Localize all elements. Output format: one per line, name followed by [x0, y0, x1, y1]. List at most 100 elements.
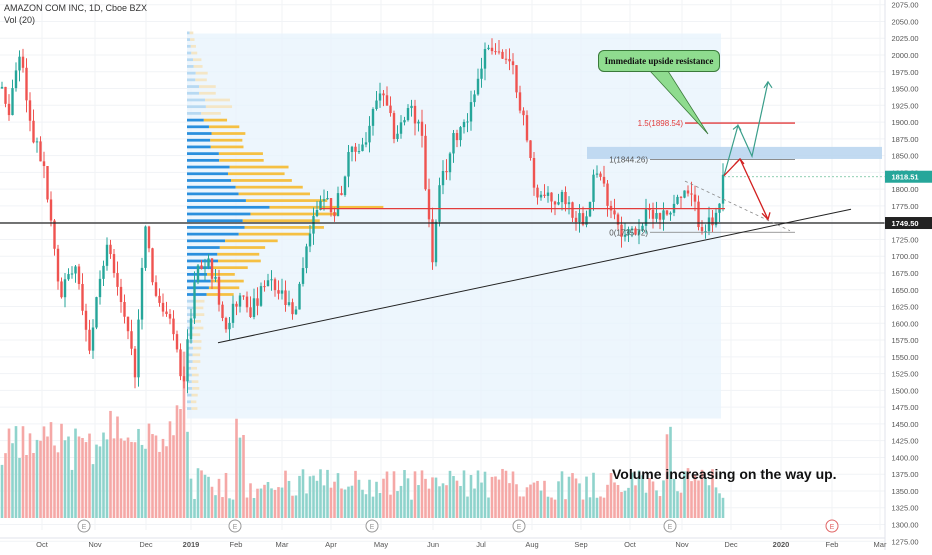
candle-body [298, 283, 301, 310]
candle-body [53, 220, 56, 249]
profile-row-up [187, 138, 211, 142]
candle-body [480, 68, 483, 79]
support-price-box [885, 217, 932, 230]
profile-row-down [210, 138, 243, 142]
profile-row-down [194, 313, 205, 316]
profile-row-up [187, 38, 191, 41]
volume-bar [707, 485, 711, 518]
candle-body [0, 86, 4, 89]
earnings-label: E [82, 524, 87, 531]
candle-body [340, 193, 343, 196]
volume-bar [242, 435, 245, 518]
time-tick-label: Nov [675, 540, 689, 549]
volume-bar [403, 470, 406, 518]
candle-body [627, 229, 630, 235]
profile-row-up [187, 232, 239, 236]
candle-body [483, 49, 487, 69]
price-tick-label: 2025.00 [891, 34, 918, 43]
price-tick-label: 1975.00 [891, 68, 918, 77]
time-tick-label: Feb [826, 540, 839, 549]
profile-row-down [219, 158, 264, 162]
candle-body [403, 120, 406, 123]
candle-body [63, 279, 67, 298]
volume-bar [235, 418, 238, 518]
time-tick-label: May [374, 540, 388, 549]
time-tick-label: Oct [36, 540, 49, 549]
earnings-label: E [370, 524, 375, 531]
candle-body [459, 127, 462, 141]
volume-bar [165, 446, 168, 518]
candle-body [497, 51, 501, 53]
volume-bar [305, 493, 308, 518]
volume-bar [137, 428, 140, 518]
candle-body [574, 217, 578, 222]
resistance-callout[interactable]: Immediate upside resistance [598, 50, 720, 72]
profile-row-up [187, 366, 192, 370]
candle-body [501, 51, 504, 59]
volume-bar [697, 480, 700, 518]
profile-row-up [187, 333, 193, 337]
candle-body [312, 215, 315, 234]
volume-bar [245, 497, 249, 518]
volume-bar [539, 490, 543, 518]
candle-body [665, 210, 669, 215]
candle-body [644, 209, 648, 226]
profile-row-down [217, 252, 260, 256]
volume-bar [214, 495, 217, 518]
profile-row-down [193, 326, 204, 330]
profile-row-up [187, 286, 209, 290]
candle-body [641, 225, 644, 231]
volume-bar [651, 481, 655, 518]
volume-bar [354, 470, 357, 518]
candle-body [228, 322, 231, 330]
candle-body [32, 120, 35, 143]
price-tick-label: 1625.00 [891, 303, 918, 312]
candle-body [326, 198, 329, 200]
candle-body [287, 302, 291, 305]
volume-bar [571, 473, 574, 518]
volume-bar [662, 480, 665, 518]
candle-body [46, 166, 49, 200]
candle-body [634, 228, 637, 235]
earnings-icon [663, 519, 677, 533]
candle-body [613, 210, 616, 215]
profile-row-up [187, 145, 211, 149]
candle-body [368, 125, 371, 143]
volume-bar [294, 495, 298, 518]
volume-bar [504, 470, 508, 518]
volume-bar [340, 488, 343, 518]
volume-bar [238, 437, 242, 518]
volume-bar [417, 485, 420, 518]
candle-body [567, 202, 571, 205]
candle-body [147, 226, 151, 249]
volume-bar [462, 470, 466, 518]
volume-bar [368, 479, 371, 518]
time-tick-label: Jun [427, 540, 439, 549]
volume-bar [508, 483, 511, 518]
candle-body [630, 228, 634, 230]
volume-bar [308, 476, 312, 518]
volume-bar [28, 433, 32, 518]
volume-bar [280, 487, 284, 518]
candle-body [60, 281, 63, 298]
volume-bar [32, 452, 35, 518]
candle-body [557, 202, 560, 205]
profile-row-down [229, 165, 289, 169]
volume-bar [158, 451, 161, 518]
volume-bar [459, 485, 462, 518]
bull-projection [723, 81, 769, 176]
volume-bar [518, 496, 522, 518]
volume-bar [550, 497, 553, 518]
volume-bar [329, 487, 333, 518]
profile-row-up [187, 212, 251, 216]
price-tick-label: 1925.00 [891, 101, 918, 110]
time-tick-label: 2020 [773, 540, 790, 549]
candle-body [189, 318, 193, 340]
profile-row-up [187, 118, 204, 122]
volume-bar [658, 496, 662, 518]
candle-body [494, 51, 497, 53]
earnings-label: E [668, 524, 673, 531]
candle-body [186, 339, 189, 382]
earnings-icon [77, 519, 91, 533]
